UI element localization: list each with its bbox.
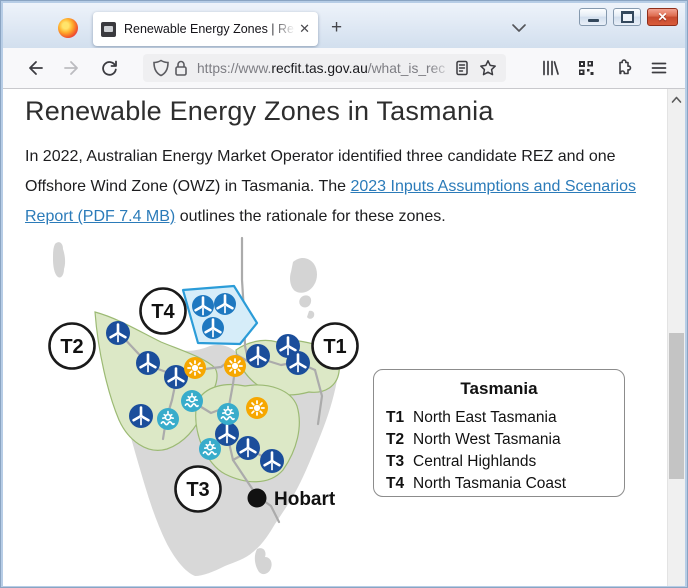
library-icon[interactable] [540,58,560,78]
url-bar[interactable]: https://www.recfit.tas.gov.au/what_is_re… [143,54,506,82]
tab-close-icon[interactable]: ✕ [299,21,310,36]
wind-offshore-marker-icon [214,293,236,315]
svg-text:T4: T4 [151,301,175,323]
window-controls: ✕ [573,8,678,26]
qr-code-extension-icon[interactable] [576,58,596,78]
browser-tab[interactable]: Renewable Energy Zones | ReCFit ✕ [93,12,318,46]
wind-marker-icon [286,351,310,375]
zone-label-t3: T3 [174,465,222,513]
scroll-up-arrow-icon[interactable] [669,93,684,108]
svg-text:T1: T1 [323,336,346,358]
wind-marker-icon [260,449,284,473]
extensions-puzzle-icon[interactable] [613,58,633,78]
menu-hamburger-icon[interactable] [649,58,669,78]
zone-label-t2: T2 [48,322,96,370]
legend-row-t2: T2 North West Tasmania [386,431,561,448]
tasmania-map-svg: T1 T2 T3 T4 Hobart [48,236,359,576]
zone-labels-layer: T1 T2 T3 T4 Hobart [48,287,359,513]
hobart-label: Hobart [274,489,336,510]
hydro-marker-icon [181,390,203,412]
svg-text:T2: T2 [60,336,83,358]
title-bar: Renewable Energy Zones | ReCFit ✕ + ✕ [3,3,685,48]
zone-label-t4: T4 [139,287,187,335]
report-link[interactable]: 2023 Inputs Assumptions and Scenarios Re… [25,178,636,225]
zone-label-t1: T1 [311,322,359,370]
tab-title-text: Renewable Energy Zones | ReCFit [124,22,295,36]
wind-marker-icon [136,351,160,375]
map-legend: Tasmania T1 North East Tasmania T2 North W… [373,369,625,497]
tab-title: Renewable Energy Zones | ReCFit [124,22,296,36]
flinders-island-shape [290,257,317,319]
wind-marker-icon [236,436,260,460]
url-text: https://www.recfit.tas.gov.au/what_is_re… [197,60,452,76]
url-scheme: https://www. [197,60,272,76]
url-domain: recfit.tas.gov.au [271,60,368,76]
intro-paragraph: In 2022, Australian Energy Market Operat… [25,142,665,232]
wind-marker-icon [215,422,239,446]
lock-icon[interactable] [171,58,191,78]
navigation-toolbar: https://www.recfit.tas.gov.au/what_is_re… [3,48,685,89]
solar-marker-icon [246,397,268,419]
site-favicon-icon [101,21,116,37]
shield-icon[interactable] [151,58,171,78]
legend-title: Tasmania [460,379,538,398]
url-path: /what_is_rec [367,60,446,76]
hydro-marker-icon [217,403,239,425]
list-tabs-chevron-icon[interactable] [509,22,529,41]
scrollbar-thumb[interactable] [669,333,684,479]
reload-button[interactable] [99,58,119,78]
tab-title-fade [269,22,296,36]
legend-row-t4: T4 North Tasmania Coast [386,475,567,492]
page-title: Renewable Energy Zones in Tasmania [25,96,494,126]
intro-text-before: In 2022, Australian Energy Market Operat… [25,148,616,195]
wind-marker-icon [106,321,130,345]
wind-marker-icon [129,404,153,428]
energy-markers-layer [106,293,310,473]
wind-marker-icon [246,344,270,368]
reader-view-icon[interactable] [452,58,472,78]
king-island-shape [53,242,66,278]
forward-button[interactable] [62,58,82,78]
wind-marker-icon [164,365,188,389]
bookmark-star-icon[interactable] [478,58,498,78]
hobart-dot [247,488,267,508]
legend-row-t1: T1 North East Tasmania [386,409,557,426]
solar-marker-icon [184,357,206,379]
tasmania-rez-map: T1 T2 T3 T4 Hobart [25,234,365,586]
hydro-marker-icon [199,438,221,460]
firefox-logo-icon [58,18,78,38]
legend-row-t3: T3 Central Highlands [386,453,537,470]
intro-text-after: outlines the rationale for these zones. [175,208,446,225]
bruny-island-shape [254,548,272,575]
new-tab-button[interactable]: + [331,17,343,38]
url-fade [430,60,452,76]
svg-text:T3: T3 [186,479,209,501]
solar-marker-icon [224,355,246,377]
close-window-button[interactable]: ✕ [647,8,678,26]
back-button[interactable] [25,58,45,78]
maximize-button[interactable] [613,8,641,26]
hydro-marker-icon [157,408,179,430]
minimize-button[interactable] [579,8,607,26]
vertical-scrollbar[interactable] [667,89,685,586]
wind-offshore-marker-icon [192,295,214,317]
wind-offshore-marker-icon [202,317,224,339]
legend-rows: T1 North East Tasmania T2 North West Tasma… [386,407,624,495]
page-content: Renewable Energy Zones in Tasmania In 20… [3,89,685,586]
